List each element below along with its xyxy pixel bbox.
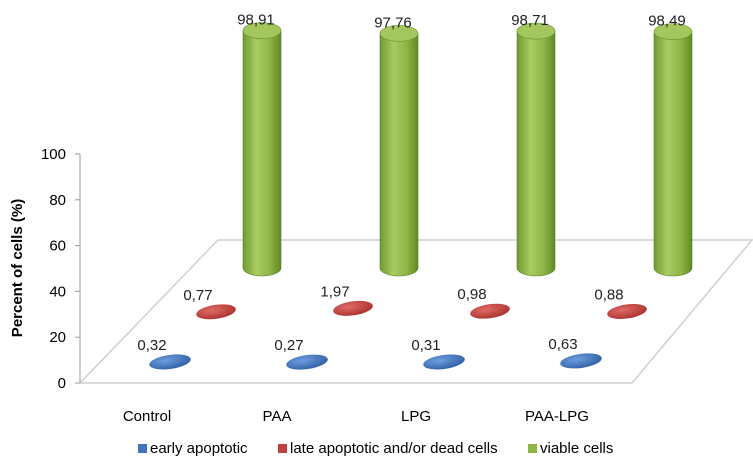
bar-early-3: [560, 353, 602, 369]
y-axis-ticks: 0 20 40 60 80 100: [41, 146, 80, 392]
legend: early apoptotic late apoptotic and/or dea…: [138, 440, 613, 457]
bar-viable-0: [242, 30, 282, 277]
category-label-0: Control: [123, 408, 171, 425]
bar-late-1: [333, 300, 373, 316]
data-label-late-2: 0,98: [457, 286, 486, 303]
data-label-early-2: 0,31: [411, 337, 440, 354]
data-label-viable-2: 98,71: [511, 12, 549, 29]
chart-floor: [78, 239, 753, 384]
y-tick-label-3: 60: [49, 238, 66, 255]
data-label-viable-3: 98,49: [648, 13, 686, 30]
category-labels: Control PAA LPG PAA-LPG: [123, 408, 589, 425]
legend-label-2: viable cells: [540, 440, 613, 457]
bar-viable-1: [379, 33, 419, 277]
legend-label-0: early apoptotic: [150, 440, 248, 457]
data-label-late-1: 1,97: [320, 283, 349, 300]
bar-early-1: [286, 354, 328, 370]
bar-viable-3: [653, 31, 693, 277]
data-label-early-0: 0,32: [137, 337, 166, 354]
bar-late-3: [607, 304, 647, 319]
y-tick-label-0: 0: [58, 375, 66, 392]
category-label-2: LPG: [401, 408, 431, 425]
legend-swatch-1: [278, 444, 287, 453]
data-label-late-0: 0,77: [183, 287, 212, 304]
data-label-viable-1: 97,76: [374, 14, 412, 31]
data-label-early-3: 0,63: [548, 336, 577, 353]
data-label-viable-0: 98,91: [237, 12, 275, 29]
y-tick-label-4: 80: [49, 192, 66, 209]
bar-viable-top-0: [242, 22, 282, 39]
category-label-3: PAA-LPG: [525, 408, 589, 425]
bar-late-0: [196, 304, 236, 320]
legend-swatch-0: [138, 444, 147, 453]
bar-early-2: [423, 354, 465, 370]
legend-label-1: late apoptotic and/or dead cells: [290, 440, 498, 457]
y-tick-label-1: 20: [49, 329, 66, 346]
bar-late-2: [470, 303, 510, 319]
legend-swatch-2: [528, 444, 537, 453]
bar-viable-top-2: [516, 22, 556, 40]
chart-marks: 98,91 97,76 98,71 98,49 0,77 1,97 0,98 0,88 0,32…: [137, 12, 693, 370]
data-label-early-1: 0,27: [274, 337, 303, 354]
data-label-late-3: 0,88: [594, 286, 623, 303]
bar-viable-2: [516, 31, 556, 277]
y-tick-label-2: 40: [49, 283, 66, 300]
category-label-1: PAA: [263, 408, 292, 425]
bar-viable-top-3: [653, 23, 693, 40]
bar-viable-top-1: [379, 25, 419, 42]
bar-early-0: [149, 354, 191, 370]
y-tick-label-5: 100: [41, 146, 66, 163]
y-axis-title: Percent of cells (%): [9, 199, 26, 337]
